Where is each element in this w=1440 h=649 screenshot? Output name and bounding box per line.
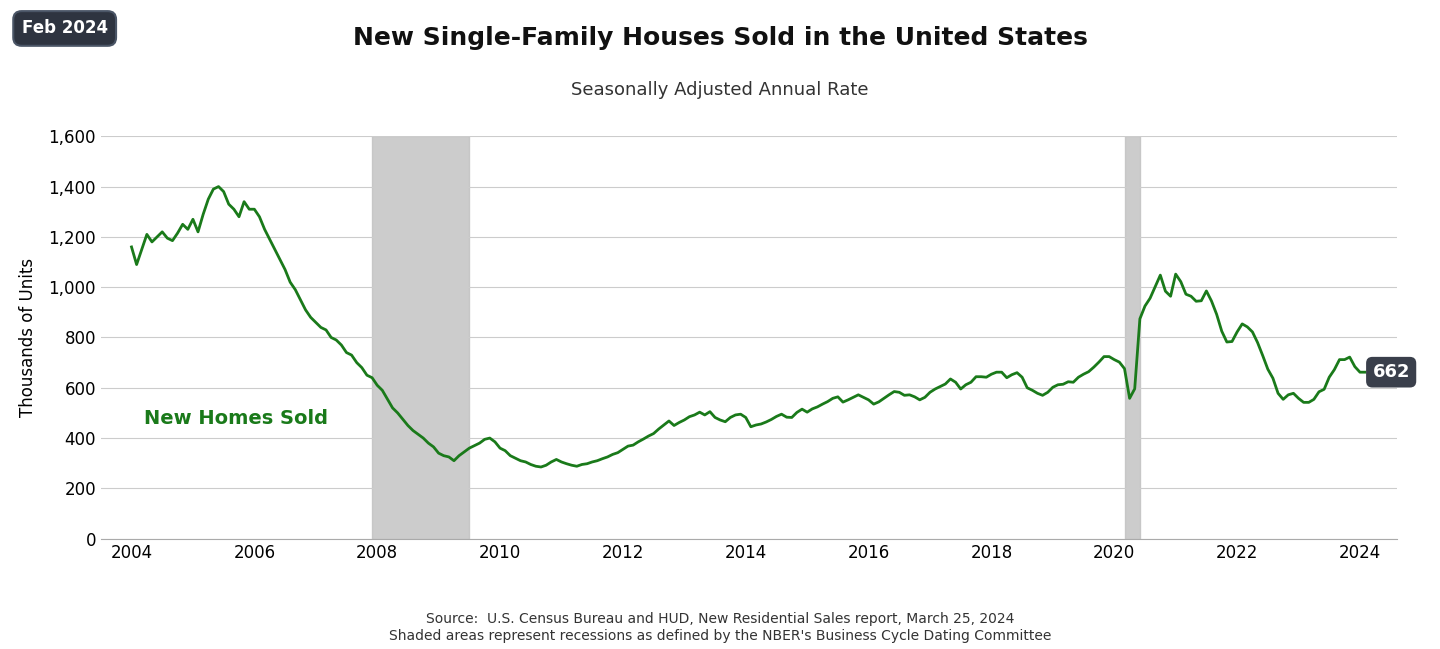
Y-axis label: Thousands of Units: Thousands of Units (19, 258, 37, 417)
Bar (1125, 136, 1140, 539)
Text: Feb 2024: Feb 2024 (22, 19, 108, 38)
Text: New Single-Family Houses Sold in the United States: New Single-Family Houses Sold in the Uni… (353, 26, 1087, 50)
Text: Seasonally Adjusted Annual Rate: Seasonally Adjusted Annual Rate (572, 81, 868, 99)
Text: New Homes Sold: New Homes Sold (144, 410, 328, 428)
Text: Source:  U.S. Census Bureau and HUD, New Residential Sales report, March 25, 202: Source: U.S. Census Bureau and HUD, New … (389, 612, 1051, 643)
Bar (372, 136, 469, 539)
Text: 662: 662 (1372, 363, 1410, 381)
